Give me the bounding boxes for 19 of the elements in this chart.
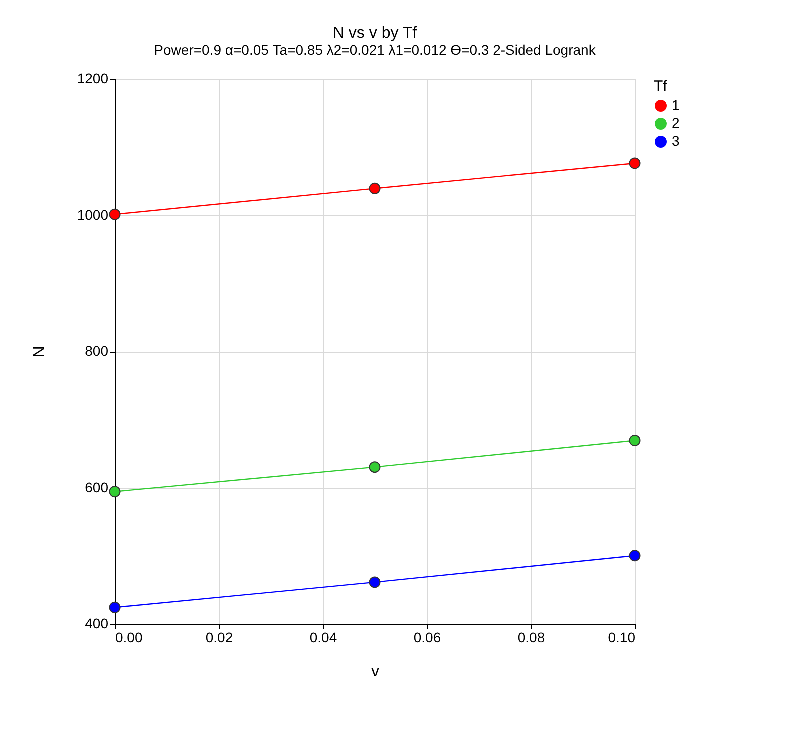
x-tick-label: 0.00	[116, 630, 143, 646]
x-tick-label: 0.08	[518, 630, 546, 646]
x-axis-title: v	[372, 664, 380, 680]
y-tick-label: 400	[85, 616, 109, 632]
y-tick-label: 600	[85, 479, 109, 496]
y-tick-label: 800	[85, 343, 109, 359]
y-tick-label: 1200	[77, 70, 109, 86]
legend-label: 2	[672, 115, 680, 131]
legend-label: 3	[672, 133, 680, 149]
x-tick-label: 0.02	[206, 630, 234, 646]
x-tick-label: 0.04	[310, 630, 338, 646]
chart-subtitle: Power=0.9 α=0.05 Ta=0.85 λ2=0.021 λ1=0.012 ϴ=0.3 2-Sided Logrank	[154, 42, 597, 58]
x-tick-label: 0.06	[414, 630, 442, 646]
x-tick-label: 0.10	[608, 630, 636, 646]
legend-title: Tf	[654, 78, 668, 95]
y-tick-label: 1000	[77, 206, 109, 223]
y-axis-title: N	[31, 346, 48, 358]
legend-label: 1	[672, 97, 680, 113]
chart-title: N vs v by Tf	[332, 25, 418, 42]
